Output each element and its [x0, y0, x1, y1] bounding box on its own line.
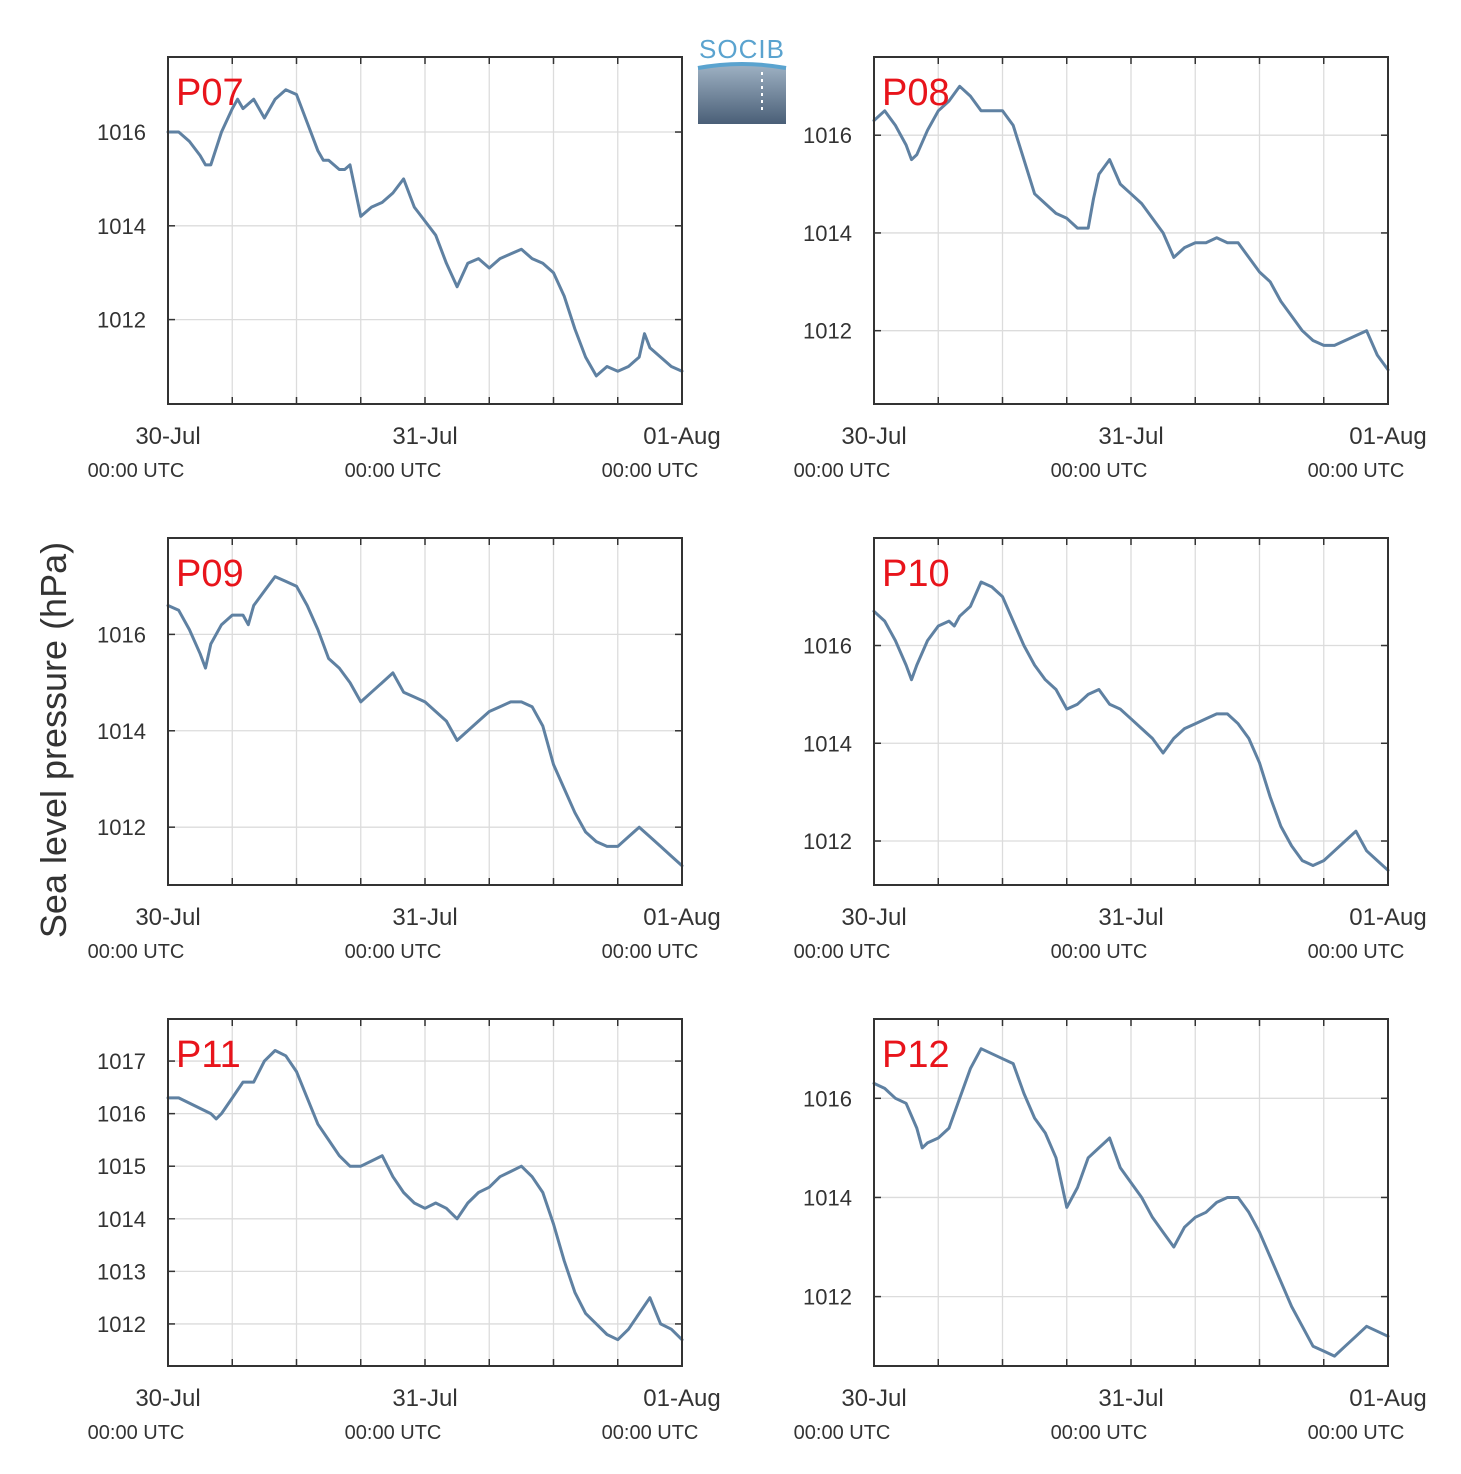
x-tick-sublabel: 00:00 UTC: [1051, 1422, 1148, 1444]
x-tick-label: 01-Aug: [643, 423, 720, 450]
x-tick-sublabel: 00:00 UTC: [794, 941, 891, 963]
x-tick-sublabel: 00:00 UTC: [1308, 1422, 1405, 1444]
y-tick-label: 1013: [97, 1259, 146, 1284]
panel-label: P10: [882, 553, 950, 595]
y-tick-label: 1014: [97, 719, 146, 744]
y-tick-label: 1012: [803, 1285, 852, 1310]
series-line-p10: [872, 580, 1390, 872]
x-tick-sublabel: 00:00 UTC: [1051, 460, 1148, 482]
chart-panel-p07: 1012 1014 1016 P07 30-Jul 00:00 UTC 31-Jul 00:0…: [88, 56, 721, 482]
y-tick-label: 1016: [97, 120, 146, 145]
series-line-p12: [872, 1047, 1390, 1358]
x-tick-label: 01-Aug: [1349, 1385, 1426, 1412]
x-tick-label: 30-Jul: [841, 1385, 906, 1412]
panel-label: P07: [176, 72, 244, 114]
chart-panel-p10: 1012 1014 1016 P10 30-Jul 00:00 UTC 31-Jul 00:0…: [794, 537, 1427, 963]
x-tick-sublabel: 00:00 UTC: [88, 460, 185, 482]
x-tick-sublabel: 00:00 UTC: [88, 941, 185, 963]
y-tick-label: 1014: [97, 1207, 146, 1232]
x-tick-label: 31-Jul: [1098, 1385, 1163, 1412]
x-tick-label: 01-Aug: [1349, 904, 1426, 931]
y-tick-label: 1012: [97, 1312, 146, 1337]
y-tick-label: 1016: [97, 622, 146, 647]
panel-label: P12: [882, 1034, 950, 1076]
plot-frame: [167, 56, 683, 405]
panel-label: P11: [176, 1034, 241, 1076]
x-tick-sublabel: 00:00 UTC: [345, 941, 442, 963]
y-tick-label: 1015: [97, 1154, 146, 1179]
x-tick-sublabel: 00:00 UTC: [345, 460, 442, 482]
x-tick-sublabel: 00:00 UTC: [794, 460, 891, 482]
y-tick-label: 1017: [97, 1049, 146, 1074]
x-tick-label: 31-Jul: [392, 423, 457, 450]
logo-text: SOCIB: [699, 34, 785, 64]
y-tick-label: 1014: [803, 731, 852, 756]
x-tick-label: 31-Jul: [1098, 904, 1163, 931]
y-tick-label: 1014: [97, 214, 146, 239]
y-tick-label: 1014: [803, 1185, 852, 1210]
plot-frame: [167, 1018, 683, 1367]
y-tick-label: 1012: [97, 308, 146, 333]
y-tick-label: 1012: [803, 829, 852, 854]
x-tick-sublabel: 00:00 UTC: [602, 941, 699, 963]
x-tick-label: 31-Jul: [392, 904, 457, 931]
series-line-p09: [166, 575, 684, 868]
y-tick-label: 1012: [803, 319, 852, 344]
y-tick-label: 1016: [97, 1102, 146, 1127]
x-tick-label: 30-Jul: [135, 423, 200, 450]
plot-frame: [873, 1018, 1389, 1367]
series-line-p07: [166, 88, 684, 378]
y-tick-label: 1016: [803, 123, 852, 148]
x-tick-label: 01-Aug: [643, 904, 720, 931]
y-tick-label: 1012: [97, 815, 146, 840]
x-tick-label: 30-Jul: [841, 423, 906, 450]
y-tick-label: 1016: [803, 634, 852, 659]
socib-logo: SOCIB: [697, 34, 787, 124]
x-tick-label: 31-Jul: [1098, 423, 1163, 450]
series-line-p11: [166, 1049, 684, 1342]
x-tick-sublabel: 00:00 UTC: [1308, 941, 1405, 963]
x-tick-label: 30-Jul: [841, 904, 906, 931]
x-tick-sublabel: 00:00 UTC: [1308, 460, 1405, 482]
plot-frame: [873, 537, 1389, 886]
chart-panel-p09: 1012 1014 1016 P09 30-Jul 00:00 UTC 31-Jul 00:0…: [88, 537, 721, 963]
chart-panel-p08: 1012 1014 1016 P08 30-Jul 00:00 UTC 31-Jul 00:0…: [794, 56, 1427, 482]
x-tick-label: 30-Jul: [135, 1385, 200, 1412]
x-tick-label: 30-Jul: [135, 904, 200, 931]
x-tick-sublabel: 00:00 UTC: [88, 1422, 185, 1444]
x-tick-sublabel: 00:00 UTC: [602, 460, 699, 482]
chart-panel-p11: 1012 1013 1014 1015 1016 1017 P11 30-Jul 00:00 U…: [88, 1018, 721, 1444]
panel-label: P08: [882, 72, 950, 114]
x-tick-sublabel: 00:00 UTC: [794, 1422, 891, 1444]
y-tick-label: 1016: [803, 1086, 852, 1111]
x-tick-label: 01-Aug: [643, 1385, 720, 1412]
x-tick-label: 31-Jul: [392, 1385, 457, 1412]
plot-frame: [167, 537, 683, 886]
y-tick-label: 1014: [803, 221, 852, 246]
panel-label: P09: [176, 553, 244, 595]
chart-panel-p12: 1012 1014 1016 P12 30-Jul 00:00 UTC 31-Jul 00:0…: [794, 1018, 1427, 1444]
x-tick-sublabel: 00:00 UTC: [602, 1422, 699, 1444]
x-tick-label: 01-Aug: [1349, 423, 1426, 450]
series-line-p08: [872, 84, 1390, 372]
x-tick-sublabel: 00:00 UTC: [345, 1422, 442, 1444]
y-axis-title: Sea level pressure (hPa): [33, 542, 74, 938]
x-tick-sublabel: 00:00 UTC: [1051, 941, 1148, 963]
plot-frame: [873, 56, 1389, 405]
